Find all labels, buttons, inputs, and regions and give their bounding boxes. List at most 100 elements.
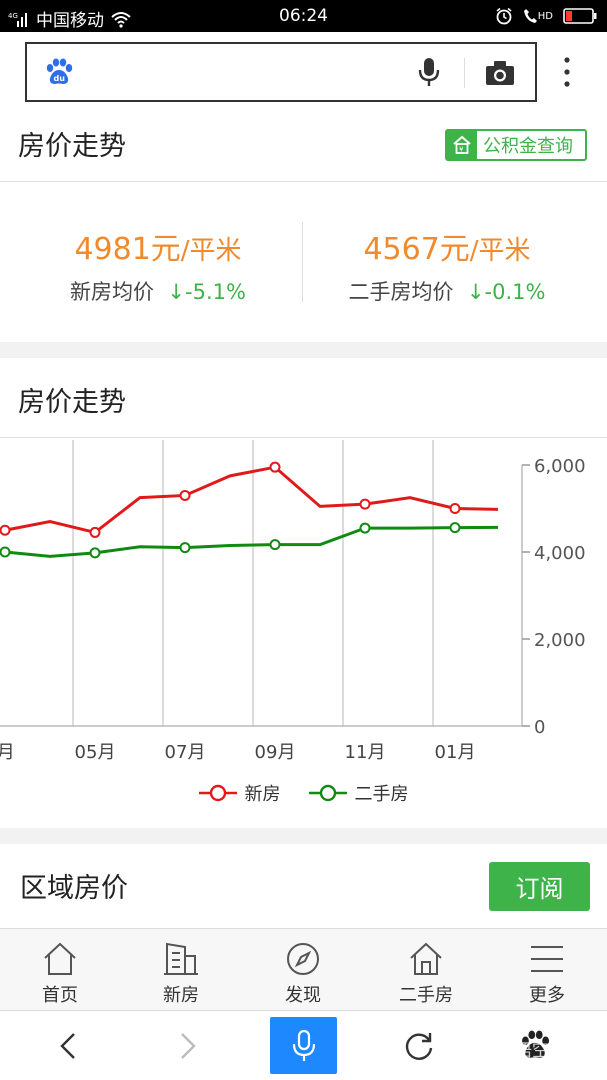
wifi-icon bbox=[111, 11, 131, 28]
chart-x-tick-label-3: 09月 bbox=[255, 742, 296, 763]
housing-fund-query-button[interactable]: ¥ 公积金查询 bbox=[445, 129, 587, 161]
chart-y-tick-label-2: 2,000 bbox=[534, 630, 586, 651]
compass-icon bbox=[287, 943, 319, 975]
building-icon bbox=[164, 942, 198, 975]
used-house-price-label: 二手房均价 ↓-0.1% bbox=[297, 276, 597, 306]
nav-label-discover: 发现 bbox=[285, 985, 321, 1006]
chart-legend: 新房 二手房 bbox=[0, 780, 607, 806]
refresh-icon[interactable] bbox=[404, 1031, 434, 1061]
chart-point-0-4 bbox=[179, 489, 191, 501]
nav-item-home[interactable]: 首页 bbox=[10, 929, 110, 1011]
new-house-label: 新房均价 bbox=[70, 280, 155, 304]
section-title-trend-chart: 房价走势 bbox=[18, 387, 126, 418]
carrier-name: 中国移动 bbox=[36, 11, 104, 31]
price-trend-chart: 6,000 4,000 2,000 0 3月 05月 07月 09月 11月 01月 bbox=[0, 440, 586, 763]
search-divider bbox=[464, 58, 465, 88]
used-house-price-value: 4567元 bbox=[363, 232, 470, 267]
browser-toolbar bbox=[0, 1010, 607, 1080]
chart-x-tick-label-1: 05月 bbox=[75, 742, 116, 763]
watermark: 悟空问答 bbox=[515, 1041, 583, 1061]
status-left: 4G 中国移动 bbox=[8, 6, 132, 31]
used-house-change: -0.1% bbox=[484, 280, 546, 304]
chart-point-1-6 bbox=[269, 539, 281, 551]
search-header: du bbox=[0, 32, 607, 112]
chart-y-tick-label-0: 6,000 bbox=[534, 456, 586, 477]
chart-point-1-10 bbox=[449, 522, 461, 534]
housing-fund-label: 公积金查询 bbox=[483, 136, 573, 157]
section-title-price-trend: 房价走势 bbox=[18, 131, 126, 162]
camera-icon[interactable] bbox=[485, 60, 515, 86]
legend-marker-new bbox=[198, 784, 237, 802]
microphone-icon[interactable] bbox=[417, 56, 441, 88]
housing-fund-icon: ¥ bbox=[447, 131, 477, 159]
chart-y-tick-label-3: 0 bbox=[534, 717, 545, 738]
chart-point-0-2 bbox=[89, 526, 101, 538]
home-icon bbox=[44, 942, 76, 975]
nav-label-home: 首页 bbox=[42, 985, 78, 1006]
new-house-price-label: 新房均价 ↓-5.1% bbox=[8, 276, 308, 306]
nav-label-new-house: 新房 bbox=[163, 985, 199, 1006]
chart-point-1-8 bbox=[359, 522, 371, 534]
nav-label-used-house: 二手房 bbox=[399, 985, 453, 1006]
chart-point-0-0 bbox=[0, 524, 11, 536]
chart-x-tick-label-0: 3月 bbox=[0, 742, 15, 763]
chart-point-0-10 bbox=[449, 503, 461, 514]
house-icon bbox=[410, 942, 442, 975]
baidu-paw-icon: du bbox=[46, 58, 73, 84]
subscribe-button[interactable]: 订阅 bbox=[489, 862, 590, 911]
battery-icon bbox=[563, 8, 597, 24]
chart-x-tick-label-4: 11月 bbox=[345, 742, 386, 763]
chart-series-line-0 bbox=[4, 465, 499, 535]
nav-item-new-house[interactable]: 新房 bbox=[131, 929, 231, 1011]
chart-x-tick-label-5: 01月 bbox=[435, 742, 476, 763]
legend-marker-used bbox=[308, 784, 347, 802]
used-house-label: 二手房均价 bbox=[348, 280, 454, 304]
legend-item-new[interactable]: 新房 bbox=[198, 780, 281, 806]
status-right: HD bbox=[495, 7, 597, 25]
more-options-icon[interactable] bbox=[557, 55, 577, 89]
legend-label-new: 新房 bbox=[244, 784, 281, 805]
section-title-region-price: 区域房价 bbox=[20, 873, 128, 904]
chart-point-1-0 bbox=[0, 546, 11, 558]
new-house-price: 4981元/平米 bbox=[8, 224, 308, 268]
hd-call-icon: HD bbox=[523, 8, 553, 24]
network-label: HD bbox=[537, 10, 553, 22]
new-house-price-unit: /平米 bbox=[180, 236, 242, 266]
chart-point-0-6 bbox=[269, 461, 281, 473]
chart-point-1-2 bbox=[89, 547, 101, 559]
price-trend-chart-card bbox=[0, 358, 607, 828]
bottom-nav: 首页 新房 发现 二手房 bbox=[0, 928, 607, 1010]
section-divider bbox=[0, 181, 607, 182]
down-arrow-icon: ↓ bbox=[160, 280, 186, 304]
chart-point-1-4 bbox=[179, 542, 191, 554]
svg-text:¥: ¥ bbox=[459, 146, 464, 154]
legend-item-used[interactable]: 二手房 bbox=[308, 780, 409, 806]
section-divider bbox=[0, 437, 607, 438]
chart-series-line-1 bbox=[4, 525, 499, 558]
svg-text:du: du bbox=[54, 74, 66, 83]
price-column-divider bbox=[302, 222, 303, 302]
chart-x-tick-label-2: 07月 bbox=[165, 742, 206, 763]
status-bar: 4G 中国移动 06:24 HD bbox=[0, 0, 607, 32]
voice-search-button[interactable] bbox=[270, 1017, 337, 1074]
chart-point-0-8 bbox=[359, 498, 371, 510]
back-icon[interactable] bbox=[56, 1031, 82, 1061]
menu-icon bbox=[531, 946, 563, 972]
alarm-icon bbox=[496, 7, 512, 25]
status-time: 06:24 bbox=[279, 6, 328, 26]
search-input[interactable]: du bbox=[25, 42, 537, 102]
new-house-price-value: 4981元 bbox=[74, 232, 181, 267]
nav-label-more: 更多 bbox=[529, 985, 565, 1006]
legend-label-used: 二手房 bbox=[354, 784, 409, 805]
forward-icon[interactable] bbox=[174, 1031, 200, 1061]
nav-item-more[interactable]: 更多 bbox=[497, 929, 597, 1011]
nav-item-used-house[interactable]: 二手房 bbox=[376, 929, 476, 1011]
microphone-icon bbox=[292, 1029, 316, 1061]
used-house-price-unit: /平米 bbox=[469, 236, 531, 266]
baidu-paw-icon[interactable] bbox=[518, 1027, 552, 1063]
nav-item-discover[interactable]: 发现 bbox=[253, 929, 353, 1011]
down-arrow-icon: ↓ bbox=[460, 280, 485, 304]
signal-icon: 4G bbox=[8, 12, 27, 27]
used-house-price: 4567元/平米 bbox=[297, 224, 597, 268]
